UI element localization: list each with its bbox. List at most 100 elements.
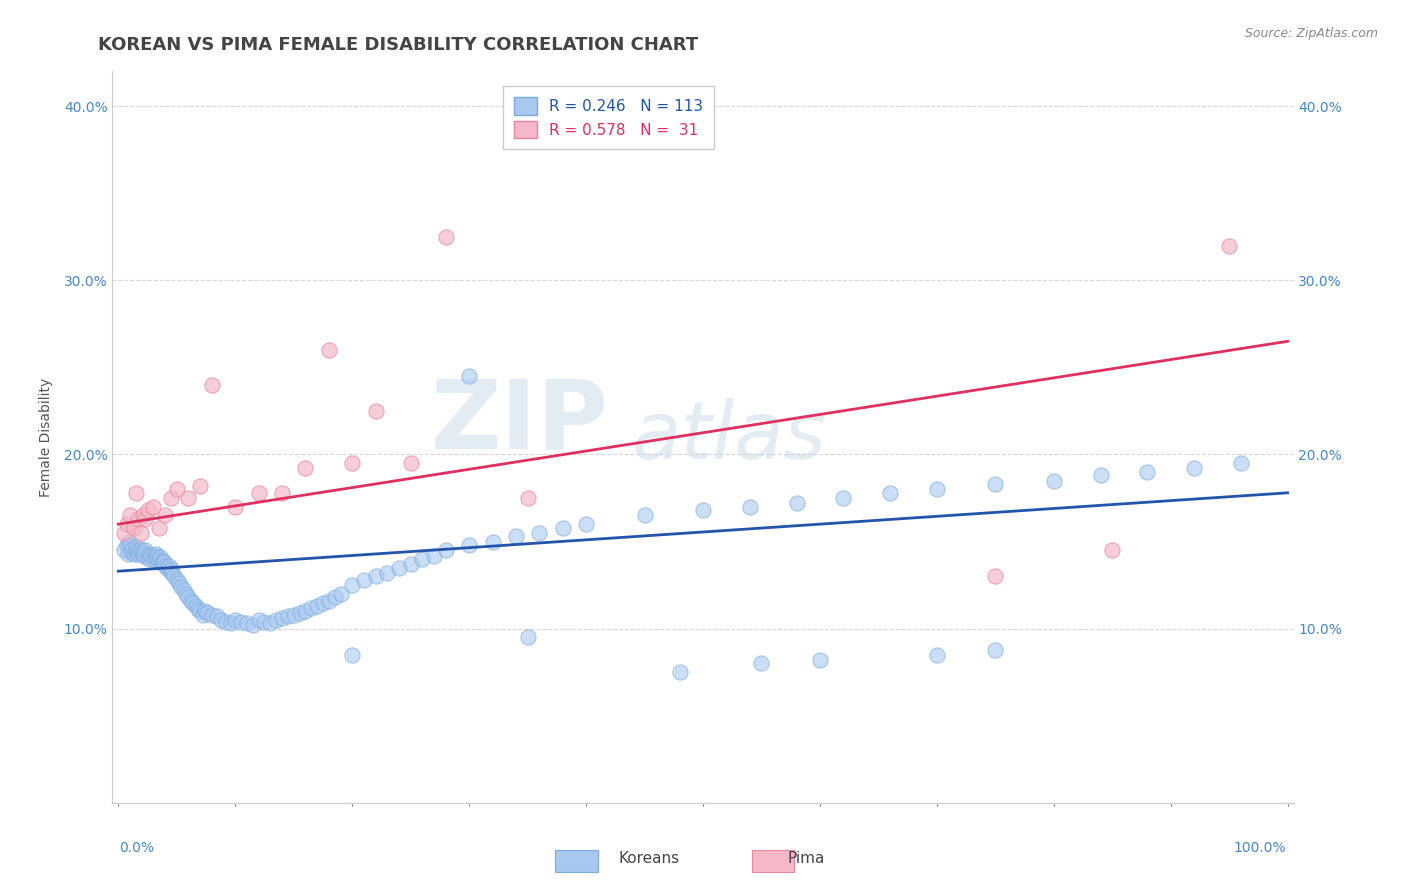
Point <box>668 665 690 680</box>
Point <box>121 541 143 556</box>
Point <box>364 569 387 583</box>
Point <box>124 543 146 558</box>
Point <box>307 599 329 613</box>
Point <box>516 491 538 505</box>
Text: Koreans: Koreans <box>619 851 679 865</box>
Point <box>125 545 148 559</box>
Point <box>128 543 150 558</box>
Point <box>142 552 165 566</box>
Point <box>318 594 340 608</box>
Point <box>166 483 188 497</box>
Point <box>112 543 135 558</box>
Point <box>751 657 773 671</box>
Point <box>259 616 281 631</box>
Point <box>236 616 259 631</box>
Point <box>145 547 167 561</box>
Point <box>177 491 200 505</box>
Point <box>174 587 197 601</box>
Point <box>458 369 481 384</box>
Point <box>115 538 138 552</box>
Point <box>127 512 149 526</box>
Point <box>142 500 165 514</box>
Point <box>399 558 422 572</box>
Point <box>353 573 375 587</box>
Point <box>984 642 1007 657</box>
Point <box>925 483 948 497</box>
Point <box>184 599 207 613</box>
Text: Source: ZipAtlas.com: Source: ZipAtlas.com <box>1244 27 1378 40</box>
Point <box>159 564 181 578</box>
Y-axis label: Female Disability: Female Disability <box>38 377 52 497</box>
Point <box>132 549 155 563</box>
Text: 100.0%: 100.0% <box>1234 841 1286 855</box>
Point <box>157 558 180 573</box>
Point <box>312 595 335 609</box>
Text: 0.0%: 0.0% <box>120 841 155 855</box>
Point <box>633 508 655 523</box>
Point <box>318 343 340 357</box>
Point <box>194 604 217 618</box>
Point <box>191 607 214 622</box>
Point <box>984 569 1007 583</box>
Point <box>294 604 316 618</box>
Point <box>224 500 246 514</box>
Point <box>146 552 169 566</box>
Point <box>180 594 202 608</box>
Point <box>134 543 156 558</box>
Point <box>122 521 145 535</box>
Point <box>388 560 411 574</box>
Point <box>1136 465 1159 479</box>
Point <box>294 461 316 475</box>
Point <box>283 607 305 622</box>
Point <box>167 576 190 591</box>
Point <box>125 485 148 500</box>
Point <box>173 583 195 598</box>
Point <box>516 631 538 645</box>
Point <box>423 549 446 563</box>
Point <box>1101 543 1123 558</box>
Point <box>247 613 270 627</box>
Point <box>160 566 183 580</box>
Point <box>188 479 211 493</box>
Point <box>247 485 270 500</box>
Point <box>138 552 160 566</box>
Point <box>505 529 527 543</box>
Point <box>1090 468 1112 483</box>
Point <box>177 591 200 605</box>
Point <box>129 525 152 540</box>
Point <box>139 547 162 561</box>
Point <box>411 552 433 566</box>
Point <box>458 538 481 552</box>
Point <box>271 485 294 500</box>
Point <box>148 521 170 535</box>
Point <box>215 615 238 629</box>
Point <box>229 615 252 629</box>
Point <box>153 556 176 570</box>
Point <box>181 595 204 609</box>
Point <box>143 550 166 565</box>
Point <box>219 616 242 631</box>
Point <box>152 554 174 568</box>
Point <box>148 554 170 568</box>
Point <box>879 485 901 500</box>
Point <box>160 562 183 576</box>
Point <box>375 566 398 580</box>
Point <box>115 517 138 532</box>
Point <box>481 534 503 549</box>
Point <box>160 491 183 505</box>
Point <box>253 615 276 629</box>
Point <box>136 549 159 563</box>
Point <box>170 580 193 594</box>
Point <box>129 541 152 556</box>
Point <box>132 508 155 523</box>
Point <box>323 591 346 605</box>
Point <box>575 517 598 532</box>
Point <box>340 578 363 592</box>
Point <box>132 547 155 561</box>
Point <box>118 534 141 549</box>
Point <box>551 521 574 535</box>
Text: ZIP: ZIP <box>430 376 609 469</box>
Point <box>242 618 264 632</box>
Point <box>288 606 311 620</box>
Point <box>832 491 855 505</box>
